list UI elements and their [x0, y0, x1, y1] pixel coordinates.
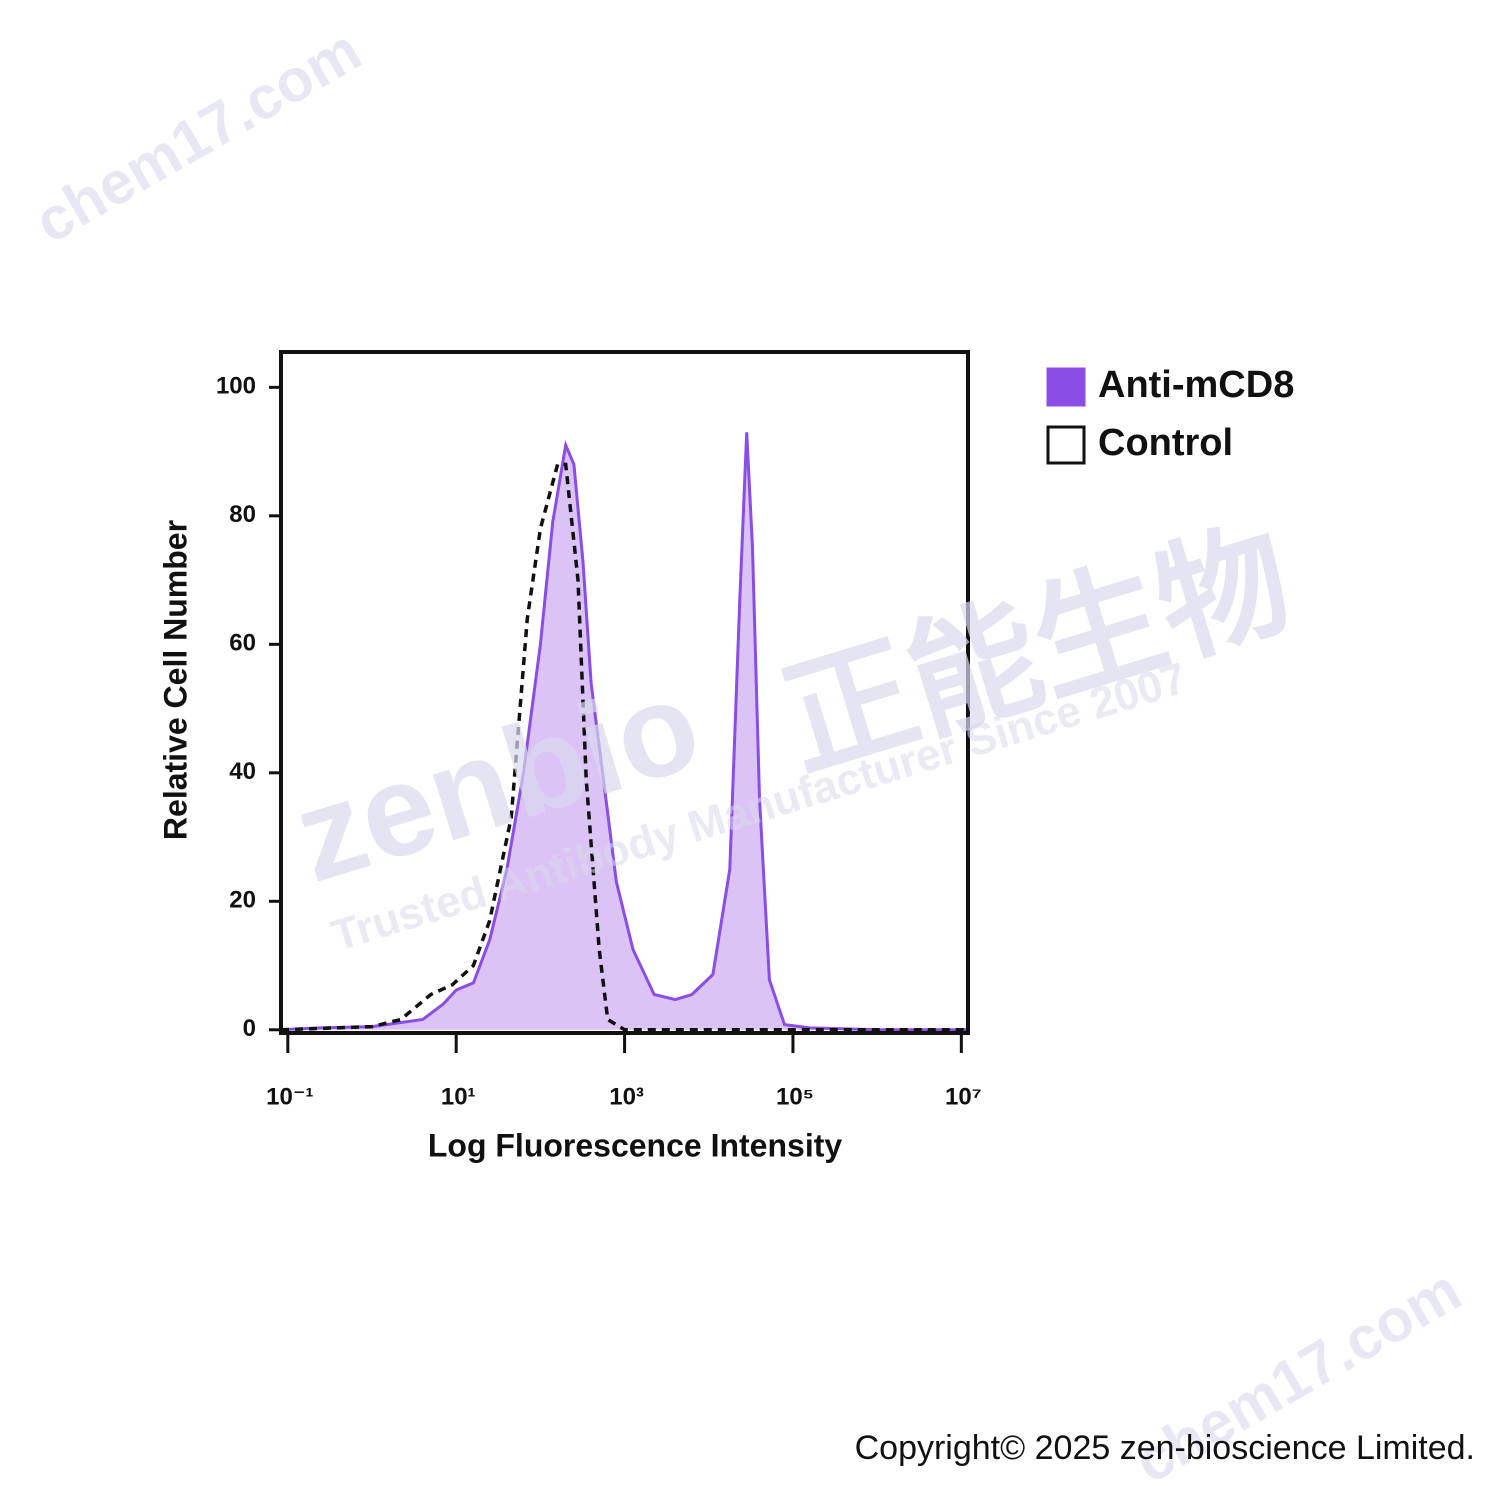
y-axis-label: Relative Cell Number	[157, 520, 193, 840]
area-line	[280, 432, 968, 1032]
y-tick-label: 0	[243, 1015, 256, 1042]
x-axis-label: Log Fluorescence Intensity	[428, 1127, 843, 1163]
y-tick-label: 100	[216, 373, 256, 400]
plot: 0 20 40 60 80 100 10⁻¹ 10¹ 10³ 10⁵ 10⁷ Log Fluoresc…	[157, 350, 1294, 1163]
legend-swatch	[1046, 425, 1086, 465]
x-tick-label: 10¹	[441, 1083, 476, 1110]
legend-label: Control	[1098, 422, 1233, 464]
y-tick-label: 80	[229, 501, 256, 528]
watermark-brand-cn: 正能生物	[767, 504, 1307, 796]
y-tick-label: 60	[229, 630, 256, 657]
copyright: Copyright© 2025 zen-bioscience Limited.	[855, 1429, 1475, 1467]
x-tick-label: 10⁵	[776, 1083, 814, 1110]
legend-swatch	[1046, 367, 1086, 407]
x-tick-label: 10⁻¹	[266, 1083, 313, 1110]
x-tick-label: 10³	[609, 1083, 644, 1110]
x-tick-label: 10⁷	[945, 1083, 982, 1110]
watermark-site: chem17.com	[24, 16, 372, 256]
legend-label: Anti-mCD8	[1098, 364, 1294, 406]
y-tick-label: 40	[229, 758, 256, 785]
y-tick-label: 20	[229, 887, 256, 914]
